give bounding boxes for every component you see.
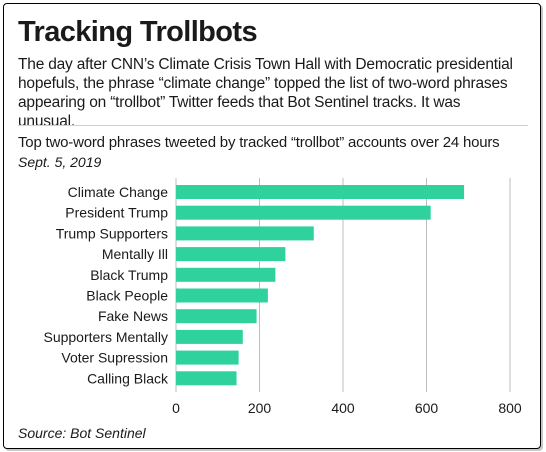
- bar-chart: Climate Change President Trump Trump Suppo…: [43, 178, 522, 415]
- category-label: Supporters Mentally: [43, 329, 168, 345]
- graphic-frame: [3, 3, 541, 449]
- x-tick-label: 800: [498, 400, 522, 415]
- x-tick-label: 600: [415, 400, 439, 415]
- bar: [176, 329, 243, 344]
- category-label: Calling Black: [87, 370, 169, 386]
- bar: [176, 185, 465, 199]
- chart-title: Top two-word phrases tweeted by tracked …: [18, 134, 500, 151]
- bar: [176, 288, 268, 303]
- divider: [18, 125, 528, 126]
- bar: [176, 350, 239, 365]
- x-tick-label: 400: [331, 400, 355, 415]
- category-label: Fake News: [98, 308, 168, 324]
- category-labels: Climate Change President Trump Trump Suppo…: [43, 184, 169, 386]
- category-label: Climate Change: [68, 184, 169, 200]
- x-axis-ticks: 0 200 400 600 800: [172, 400, 522, 415]
- chart-subtitle: Sept. 5, 2019: [18, 154, 102, 170]
- x-tick-label: 200: [248, 400, 272, 415]
- category-label: Black People: [86, 288, 168, 304]
- bar: [176, 309, 257, 324]
- bars: [176, 185, 465, 386]
- bar: [176, 247, 286, 262]
- bar: [176, 205, 431, 220]
- category-label: Trump Supporters: [56, 225, 168, 241]
- bar: [176, 226, 314, 241]
- category-label: Black Trump: [90, 267, 168, 283]
- dek: The day after CNN’s Climate Crisis Town …: [18, 56, 513, 130]
- bar: [176, 267, 276, 282]
- category-label: Mentally Ill: [102, 246, 168, 262]
- category-label: President Trump: [65, 205, 168, 221]
- category-label: Voter Supression: [61, 350, 168, 366]
- bar: [176, 371, 237, 386]
- source-note: Source: Bot Sentinel: [18, 425, 146, 441]
- x-tick-label: 0: [172, 400, 180, 415]
- headline: Tracking Trollbots: [18, 16, 258, 48]
